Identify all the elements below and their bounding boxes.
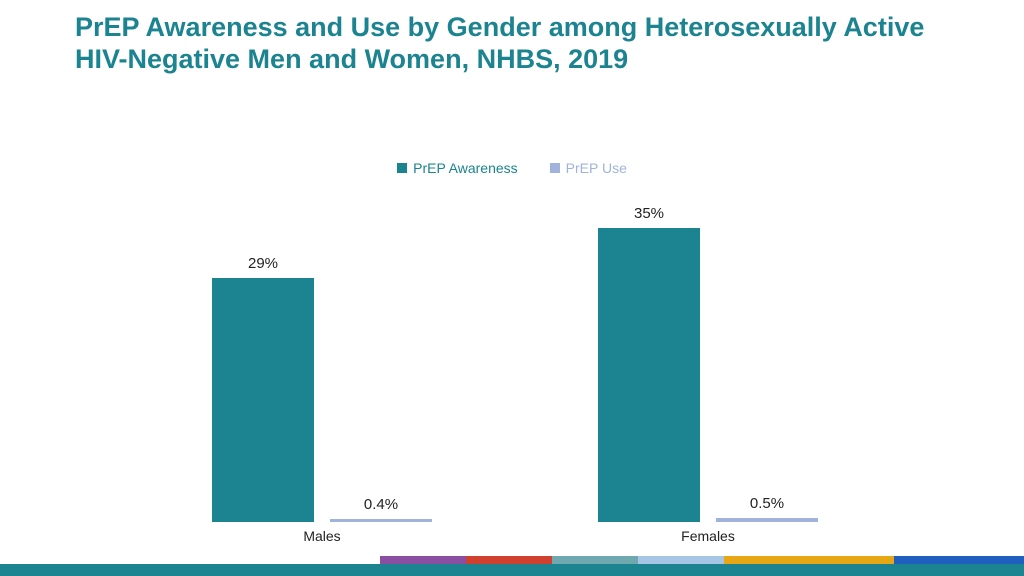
legend-item: PrEP Use [550, 160, 627, 176]
bar-value-label: 0.4% [341, 496, 421, 513]
bar [330, 519, 432, 522]
legend-swatch [550, 163, 560, 173]
footer-segment [894, 556, 1024, 564]
chart-title: PrEP Awareness and Use by Gender among H… [75, 12, 955, 76]
footer-base [0, 564, 1024, 576]
category-label: Males [262, 528, 382, 544]
category-label: Females [648, 528, 768, 544]
footer-segment [552, 556, 638, 564]
footer-segment [724, 556, 894, 564]
bar [598, 228, 700, 522]
legend-label: PrEP Awareness [413, 160, 518, 176]
chart-plot-area: 29%0.4%Males35%0.5%Females [112, 186, 912, 522]
legend-label: PrEP Use [566, 160, 627, 176]
legend-item: PrEP Awareness [397, 160, 518, 176]
footer-segment [466, 556, 552, 564]
chart-legend: PrEP Awareness PrEP Use [0, 160, 1024, 176]
bar [212, 278, 314, 522]
legend-swatch [397, 163, 407, 173]
bar-value-label: 29% [223, 255, 303, 272]
footer-segment [638, 556, 724, 564]
slide: { "title": { "text": "PrEP Awareness and… [0, 0, 1024, 576]
bar [716, 518, 818, 522]
footer-segment [380, 556, 466, 564]
footer-stripe [0, 554, 1024, 576]
bar-value-label: 0.5% [727, 495, 807, 512]
bar-value-label: 35% [609, 205, 689, 222]
